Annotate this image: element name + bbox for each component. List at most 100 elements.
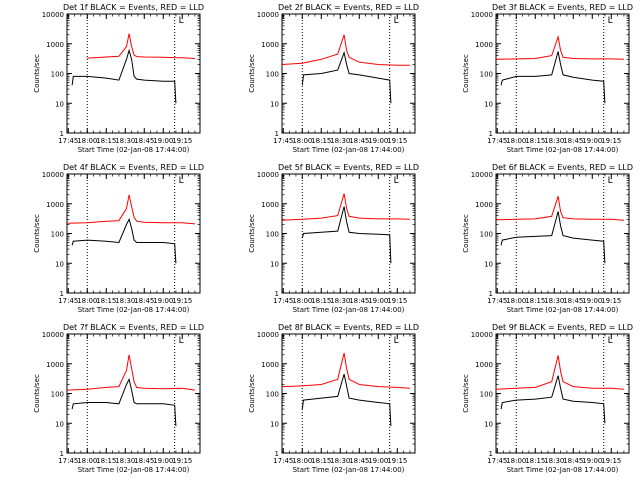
x-tick-label: 17:45 — [273, 457, 293, 465]
x-tick-label: 18:00 — [506, 297, 526, 305]
x-tick-label: 19:00 — [368, 457, 388, 465]
y-axis-label: Counts/sec — [462, 214, 470, 253]
detector-panel: Det 3f BLACK = Events, RED = LLD 1 10 100 10… — [462, 3, 633, 154]
y-tick-label: 10 — [484, 100, 493, 108]
x-tick-label: 18:45 — [134, 297, 154, 305]
x-tick-label: 18:15 — [96, 457, 116, 465]
x-tick-label: 18:15 — [96, 137, 116, 145]
y-tick-label: 1 — [275, 450, 279, 458]
lld-series-line — [281, 352, 410, 389]
y-tick-label: 10000 — [42, 331, 64, 339]
y-tick-label: 100 — [480, 391, 493, 399]
events-series-line — [71, 48, 177, 104]
x-tick-label: 18:45 — [349, 457, 369, 465]
lld-series-line — [87, 33, 195, 59]
y-tick-label: 100 — [51, 71, 64, 79]
lld-series-line — [66, 354, 195, 391]
x-tick-label: 19:15 — [387, 457, 407, 465]
y-axis-label: Counts/sec — [33, 214, 41, 253]
x-tick-label: 18:30 — [330, 457, 350, 465]
panel-title: Det 7f BLACK = Events, RED = LLD — [63, 323, 204, 332]
y-tick-label: 100 — [480, 231, 493, 239]
y-axis-label: Counts/sec — [248, 54, 256, 93]
lld-series-line — [281, 193, 410, 221]
events-series-line — [500, 211, 606, 264]
panel-title: Det 8f BLACK = Events, RED = LLD — [278, 323, 419, 332]
x-tick-label: 19:00 — [582, 457, 602, 465]
y-tick-label: 10000 — [471, 171, 493, 179]
x-tick-label: 18:15 — [311, 457, 331, 465]
lld-series-line — [495, 196, 624, 221]
x-tick-label: 19:15 — [601, 457, 621, 465]
panel-title: Det 3f BLACK = Events, RED = LLD — [492, 3, 633, 12]
x-axis-label: Start Time (02-Jan-08 17:44:00) — [293, 466, 405, 474]
y-tick-label: 1000 — [261, 201, 279, 209]
y-tick-label: 100 — [266, 391, 279, 399]
y-tick-label: 1000 — [475, 41, 493, 49]
interval-marker-label: L — [394, 176, 399, 186]
y-tick-label: 1000 — [261, 361, 279, 369]
detector-panel: Det 2f BLACK = Events, RED = LLD 1 10 100 10… — [248, 3, 419, 154]
x-tick-label: 18:45 — [134, 137, 154, 145]
x-tick-label: 19:00 — [582, 137, 602, 145]
x-axis-label: Start Time (02-Jan-08 17:44:00) — [78, 306, 190, 314]
x-tick-label: 18:45 — [349, 297, 369, 305]
detector-panel: Det 9f BLACK = Events, RED = LLD 1 10 100 10… — [462, 323, 633, 474]
y-tick-label: 1 — [275, 130, 279, 138]
y-tick-label: 1000 — [46, 361, 64, 369]
y-tick-label: 1000 — [261, 41, 279, 49]
x-axis-label: Start Time (02-Jan-08 17:44:00) — [293, 306, 405, 314]
x-axis-label: Start Time (02-Jan-08 17:44:00) — [78, 146, 190, 154]
x-tick-label: 18:45 — [349, 137, 369, 145]
lld-series-line — [495, 34, 624, 60]
detector-panel: Det 6f BLACK = Events, RED = LLD 1 10 100 10… — [462, 163, 633, 314]
y-axis-label: Counts/sec — [462, 374, 470, 413]
x-tick-label: 18:00 — [292, 137, 312, 145]
x-tick-label: 18:30 — [115, 457, 135, 465]
x-tick-label: 19:00 — [582, 297, 602, 305]
y-tick-label: 10 — [484, 260, 493, 268]
x-tick-label: 17:45 — [58, 137, 78, 145]
y-tick-label: 10 — [270, 260, 279, 268]
plot-frame — [66, 173, 201, 294]
x-axis-label: Start Time (02-Jan-08 17:44:00) — [507, 146, 619, 154]
plot-frame — [495, 333, 630, 454]
y-tick-label: 100 — [51, 231, 64, 239]
y-tick-label: 10 — [55, 420, 64, 428]
y-tick-label: 100 — [480, 71, 493, 79]
y-tick-label: 10000 — [257, 331, 279, 339]
x-tick-label: 18:30 — [115, 297, 135, 305]
x-tick-label: 18:45 — [134, 457, 154, 465]
x-tick-label: 19:00 — [153, 137, 173, 145]
lld-series-line — [66, 194, 195, 225]
x-tick-label: 19:00 — [368, 297, 388, 305]
x-tick-label: 18:00 — [77, 137, 97, 145]
events-series-line — [301, 373, 392, 427]
x-tick-label: 18:30 — [330, 297, 350, 305]
y-tick-label: 100 — [266, 71, 279, 79]
y-tick-label: 10 — [55, 100, 64, 108]
y-tick-label: 1 — [489, 130, 493, 138]
y-tick-label: 1 — [489, 450, 493, 458]
plot-frame — [281, 173, 416, 294]
x-tick-label: 19:15 — [172, 297, 192, 305]
x-tick-label: 19:15 — [387, 297, 407, 305]
events-series-line — [301, 206, 392, 264]
x-tick-label: 18:15 — [311, 297, 331, 305]
detector-panel: Det 7f BLACK = Events, RED = LLD 1 10 100 10… — [33, 323, 204, 474]
x-tick-label: 18:00 — [506, 457, 526, 465]
y-axis-label: Counts/sec — [33, 54, 41, 93]
detector-panel: Det 1f BLACK = Events, RED = LLD 1 10 100 10… — [33, 3, 204, 154]
y-tick-label: 10000 — [471, 11, 493, 19]
x-tick-label: 18:00 — [292, 457, 312, 465]
x-tick-label: 18:15 — [525, 297, 545, 305]
y-tick-label: 1 — [60, 130, 64, 138]
x-tick-label: 19:15 — [601, 297, 621, 305]
events-series-line — [301, 50, 392, 104]
events-series-line — [71, 217, 177, 264]
panel-title: Det 4f BLACK = Events, RED = LLD — [63, 163, 204, 172]
x-tick-label: 18:00 — [77, 457, 97, 465]
events-series-line — [500, 51, 606, 104]
x-tick-label: 19:00 — [153, 457, 173, 465]
detector-panel: Det 4f BLACK = Events, RED = LLD 1 10 100 10… — [33, 163, 204, 314]
